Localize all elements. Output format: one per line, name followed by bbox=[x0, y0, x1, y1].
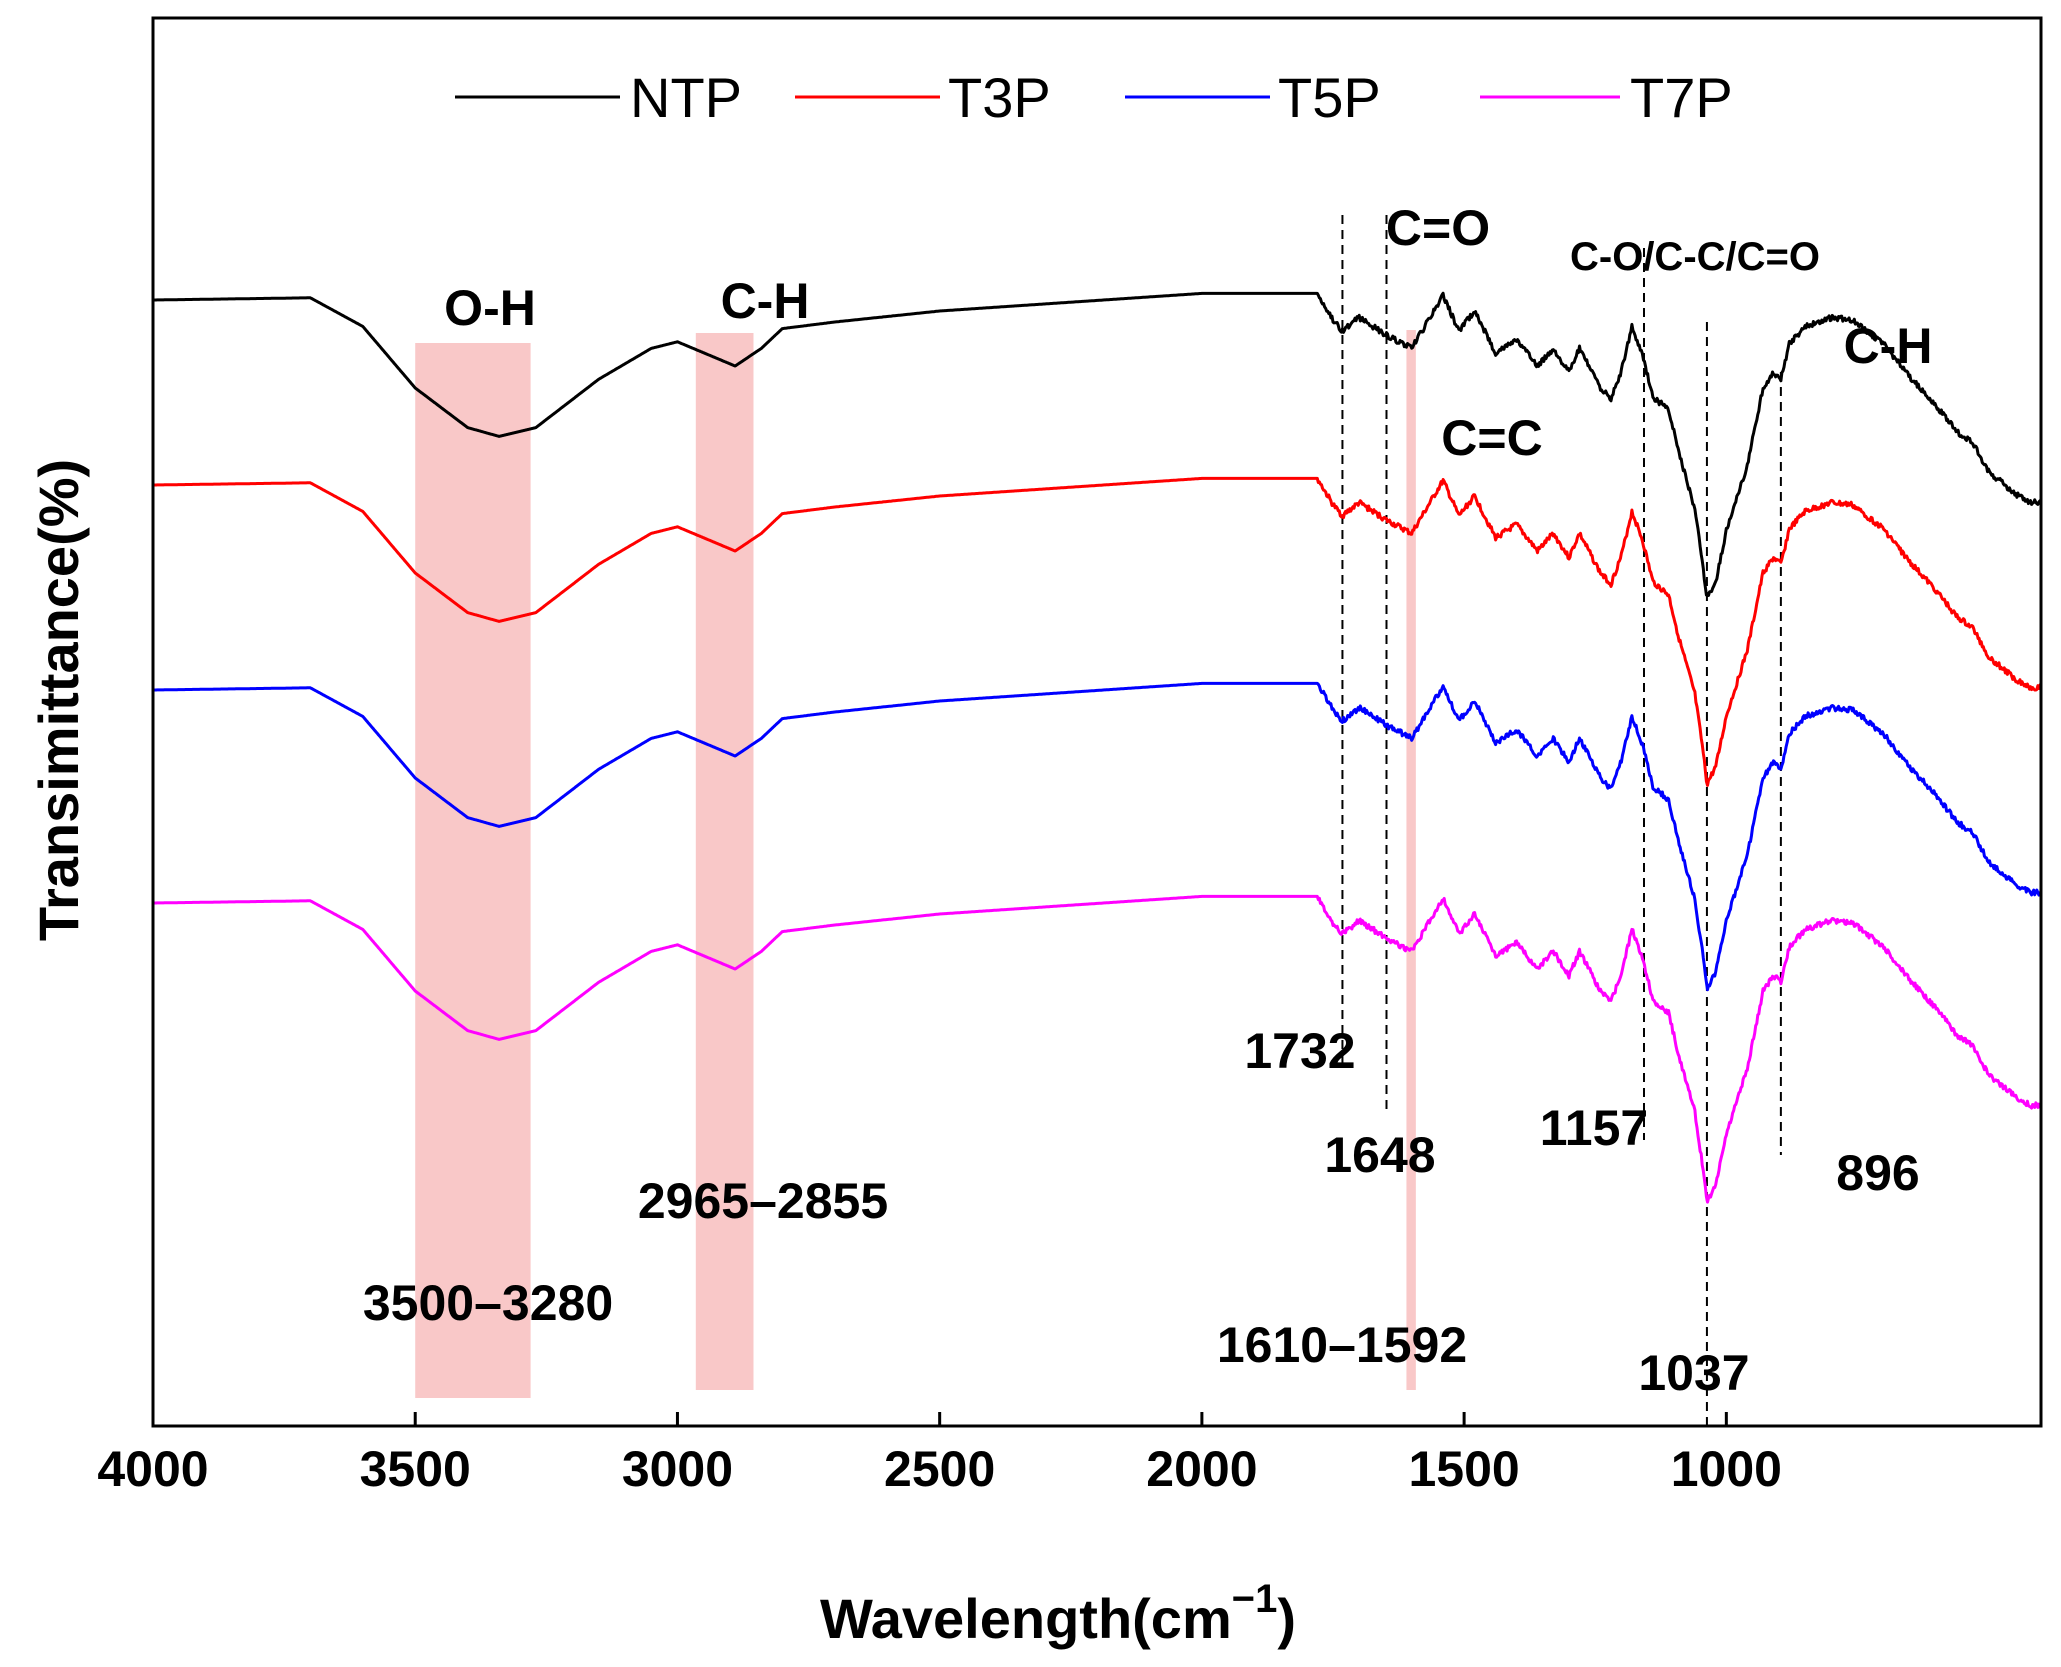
x-tick-label-1500: 1500 bbox=[1408, 1441, 1519, 1497]
series-line-t3p bbox=[152, 476, 2043, 787]
peak-marker-lines bbox=[1341, 215, 1782, 1430]
x-tick-label-2500: 2500 bbox=[884, 1441, 995, 1497]
x-axis-ticks: 4000 3500 3000 2500 2000 1500 1000 bbox=[97, 1412, 1782, 1497]
peak-label-1648: 1648 bbox=[1324, 1127, 1435, 1183]
range-label-ch: 2965–2855 bbox=[638, 1173, 888, 1229]
x-axis-title: Wavelength(cm−1) bbox=[820, 1577, 1296, 1650]
series-line-t7p bbox=[151, 894, 2043, 1426]
plot-frame bbox=[151, 16, 2043, 1428]
group-label-c-h-fingerprint: C-H bbox=[1844, 318, 1933, 374]
x-tick-label-1000: 1000 bbox=[1671, 1441, 1782, 1497]
x-tick-label-2000: 2000 bbox=[1146, 1441, 1257, 1497]
group-label-c-eq-c: C=C bbox=[1441, 410, 1542, 466]
group-label-c-h: C-H bbox=[721, 273, 810, 329]
shaded-region-1 bbox=[695, 333, 754, 1390]
x-tick-label-3000: 3000 bbox=[622, 1441, 733, 1497]
peak-label-896: 896 bbox=[1836, 1145, 1919, 1201]
legend-label-t3p: T3P bbox=[948, 66, 1051, 129]
shaded-region-0 bbox=[415, 343, 531, 1398]
series-line-t5p bbox=[152, 681, 2043, 992]
x-tick-label-3500: 3500 bbox=[360, 1441, 471, 1497]
group-label-c-eq-o: C=O bbox=[1386, 200, 1490, 256]
peak-label-1157: 1157 bbox=[1540, 1100, 1648, 1156]
peak-label-1037: 1037 bbox=[1638, 1345, 1749, 1401]
x-tick-label-4000: 4000 bbox=[97, 1441, 208, 1497]
group-label-o-h: O-H bbox=[444, 280, 536, 336]
legend: NTP T3P T5P T7P bbox=[455, 66, 1733, 129]
shaded-regions bbox=[415, 330, 1416, 1398]
legend-label-t7p: T7P bbox=[1630, 66, 1733, 129]
legend-label-t5p: T5P bbox=[1278, 66, 1381, 129]
range-label-oh: 3500–3280 bbox=[363, 1275, 613, 1331]
series-line-ntp bbox=[152, 291, 2043, 597]
y-axis-title: Transimittance(%) bbox=[27, 459, 90, 941]
group-label-c-o-c-c-c-eq-o: C-O/C-C/C=O bbox=[1570, 235, 1820, 279]
range-label-cc: 1610–1592 bbox=[1217, 1317, 1467, 1373]
spectrum-curves bbox=[151, 291, 2043, 1426]
legend-label-ntp: NTP bbox=[630, 66, 742, 129]
shaded-region-2 bbox=[1406, 330, 1416, 1390]
peak-label-1732: 1732 bbox=[1244, 1023, 1355, 1079]
